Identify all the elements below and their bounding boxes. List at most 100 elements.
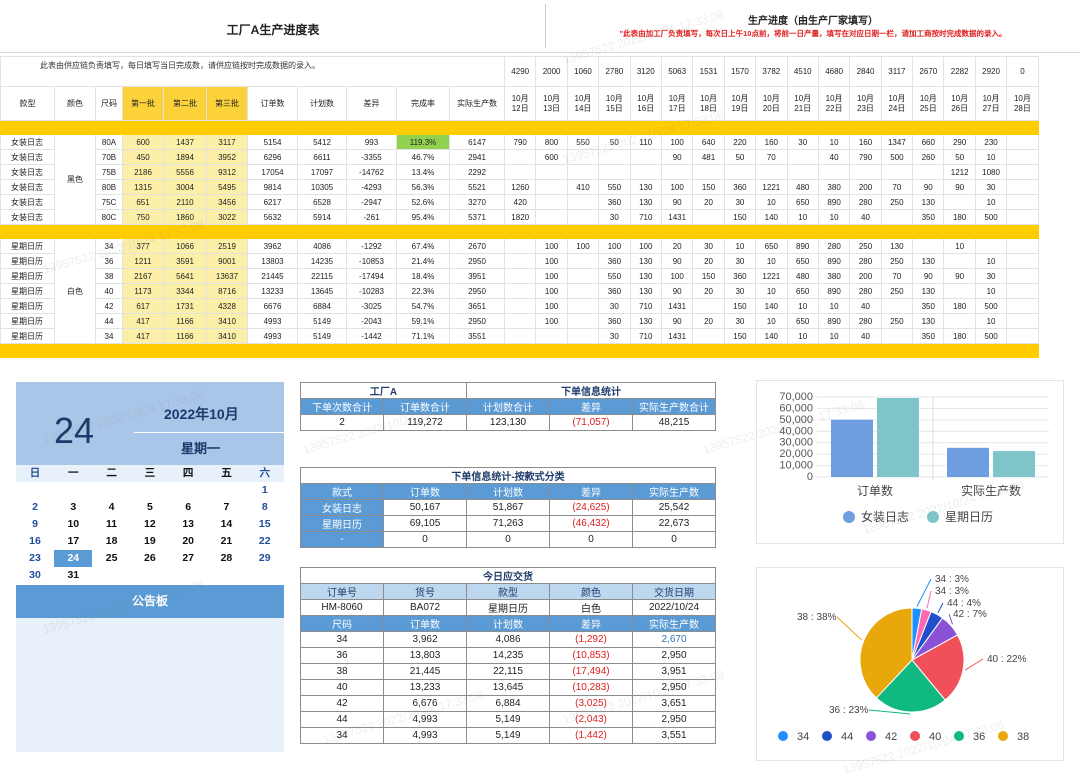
data-row: 星期日历 34 417 1166 3410 4993 5149 -1442 71.1% 3551 3… [0,328,1039,344]
daily-total-cell: 2282 [943,56,976,87]
daily-value-cell: 500 [974,209,1008,225]
table-row: 42 6,676 6,884 (3,025) 3,651 [300,695,716,712]
diff-cell: -17494 [346,268,397,284]
delivery-table: 今日应交货 订单号 货号 款型 颜色 交货日期 HM-8060 BA072 星期日历 白色 2022… [300,567,716,744]
daily-value-cell: 20 [692,283,725,299]
daily-value-cell: 1431 [660,209,694,225]
diff-cell: -3355 [346,149,397,165]
rate-cell: 13.4% [396,164,450,180]
daily-value-cell [629,164,662,180]
daily-value-cell: 481 [692,149,725,165]
calendar-date[interactable]: 1 [261,484,268,496]
calendar-day: 24 [54,410,95,451]
calendar-date[interactable]: 26 [144,552,156,564]
column-header: 差异 [549,615,633,632]
value-cell: 4,993 [383,711,467,728]
calendar-date[interactable]: 4 [108,501,115,513]
size-cell: 80B [95,179,123,195]
header-date: 10月 20日 [755,86,788,121]
daily-value-cell: 290 [943,134,976,150]
daily-value-cell: 250 [880,313,914,329]
daily-value-cell: 890 [817,283,851,299]
calendar-date[interactable]: 25 [105,552,118,564]
batch-cell: 1166 [163,328,207,344]
style-cell: 星期日历 [0,268,55,284]
calendar-date[interactable]: 14 [220,518,233,530]
calendar-date[interactable]: 3 [70,501,77,513]
batch-cell: 3591 [163,253,207,269]
daily-value-cell: 50 [723,149,757,165]
calendar-date[interactable]: 12 [144,518,156,530]
daily-value-cell: 650 [786,253,819,269]
daily-value-cell [566,328,600,344]
separator-row [0,224,1039,239]
legend-label: 40 [929,731,941,743]
calendar-date[interactable]: 8 [261,501,268,513]
calendar-date[interactable]: 23 [29,552,41,564]
legend-marker [822,731,832,741]
daily-value-cell: 360 [598,253,631,269]
calendar-date[interactable]: 15 [258,518,271,530]
actual-cell: 2292 [449,164,505,180]
title-row: 今日应交货 [300,567,716,584]
calendar-date[interactable]: 7 [223,501,230,513]
daily-value-cell [723,164,757,180]
daily-value-cell: 10 [755,283,788,299]
calendar-date[interactable]: 18 [105,535,118,547]
daily-value-cell: 790 [849,149,882,165]
daily-value-cell: 500 [974,328,1008,344]
batch-cell: 3410 [206,313,248,329]
daily-value-cell: 790 [503,134,537,150]
calendar-date[interactable]: 6 [185,501,192,513]
daily-value-cell [535,194,568,210]
calendar-date[interactable]: 10 [67,518,80,530]
separator-row [0,343,1039,358]
calendar-date[interactable]: 9 [32,518,38,530]
daily-value-cell: 10 [755,313,788,329]
value-cell: 13,645 [466,679,550,696]
value-cell: 3,551 [632,727,716,744]
daily-total-cell: 2840 [849,56,882,87]
daily-total-cell: 5063 [660,56,694,87]
daily-value-cell [1006,253,1039,269]
size-cell: 42 [95,298,123,314]
size-cell: 38 [95,268,123,284]
batch-cell: 3022 [206,209,248,225]
calendar-date[interactable]: 22 [258,535,271,547]
batch-cell: 9001 [206,253,248,269]
orders-cell: 3962 [247,238,298,254]
daily-value-cell: 10 [755,253,788,269]
calendar-date[interactable]: 27 [182,552,194,564]
daily-value-cell: 30 [692,238,725,254]
calendar-date[interactable]: 19 [144,535,156,547]
calendar-date[interactable]: 21 [220,535,233,547]
batch-cell: 417 [122,313,164,329]
calendar-date[interactable]: 16 [29,535,41,547]
calendar-date[interactable]: 11 [106,518,118,530]
batch-cell: 1894 [163,149,207,165]
batch-cell: 750 [122,209,164,225]
calendar-date[interactable]: 13 [182,518,194,530]
calendar-header: 24 2022年10月 星期一 [16,382,284,465]
calendar-date[interactable]: 20 [182,535,194,547]
calendar-date[interactable]: 29 [258,552,271,564]
calendar-date[interactable]: 2 [32,501,38,513]
daily-value-cell: 180 [943,298,976,314]
style-name-cell: 女装日志 [300,499,384,516]
header-row: 订单号 货号 款型 颜色 交货日期 [300,583,716,600]
legend-label: 44 [841,731,853,743]
daily-value-cell: 350 [912,209,945,225]
calendar-date[interactable]: 28 [220,552,233,564]
size-cell: 44 [95,313,123,329]
daily-value-cell [660,164,694,180]
daily-value-cell: 660 [912,134,945,150]
calendar-date[interactable]: 31 [67,569,80,581]
calendar-date[interactable]: 17 [67,535,80,547]
weekday-header: 日 [29,467,41,479]
value-cell: (46,432) [549,515,633,532]
calendar-date[interactable]: 30 [29,569,41,581]
daily-value-cell: 90 [660,313,694,329]
calendar-date[interactable]: 24 [54,550,93,567]
daily-value-cell: 130 [912,194,945,210]
calendar-date[interactable]: 5 [146,501,153,513]
